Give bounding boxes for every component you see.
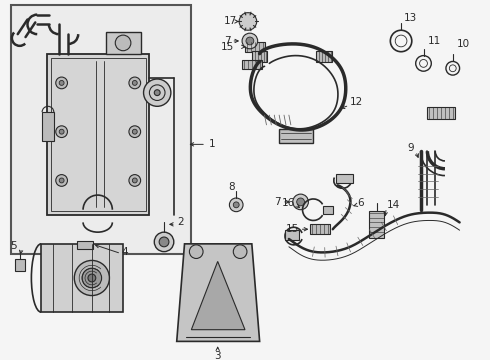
Text: 13: 13 (404, 13, 417, 23)
Circle shape (297, 198, 304, 206)
Text: 16: 16 (281, 198, 295, 208)
Text: 12: 12 (349, 98, 363, 107)
Text: 8: 8 (228, 182, 235, 192)
Polygon shape (177, 244, 260, 341)
Bar (369, 211, 385, 238)
Circle shape (154, 90, 160, 96)
Circle shape (129, 126, 141, 138)
Bar (427, 107, 455, 119)
Circle shape (59, 178, 64, 183)
Bar (316, 51, 332, 62)
Text: 7: 7 (224, 36, 230, 46)
Polygon shape (192, 261, 245, 330)
Bar (285, 230, 298, 240)
Bar (336, 174, 353, 183)
Circle shape (229, 198, 243, 212)
Circle shape (159, 237, 169, 247)
Bar (42, 112, 54, 141)
Text: 1: 1 (209, 139, 216, 149)
Bar (252, 51, 268, 62)
Bar (15, 260, 24, 271)
Circle shape (59, 129, 64, 134)
Text: 17: 17 (224, 17, 237, 26)
Bar (41, 244, 123, 312)
Circle shape (233, 245, 247, 258)
Circle shape (56, 126, 68, 138)
Circle shape (242, 33, 258, 49)
Circle shape (190, 245, 203, 258)
Bar (51, 58, 146, 211)
Circle shape (74, 260, 109, 296)
Text: 7: 7 (274, 197, 281, 207)
Text: 4: 4 (121, 247, 128, 257)
Circle shape (132, 129, 137, 134)
Circle shape (154, 232, 174, 252)
Bar (47, 54, 149, 215)
Circle shape (293, 194, 308, 210)
Circle shape (246, 37, 254, 45)
Circle shape (233, 202, 239, 208)
Circle shape (59, 81, 64, 85)
Text: 14: 14 (387, 200, 400, 210)
Circle shape (129, 77, 141, 89)
Text: 3: 3 (215, 351, 221, 360)
Circle shape (144, 79, 171, 106)
Circle shape (88, 274, 96, 282)
Bar (242, 59, 262, 69)
Text: 11: 11 (427, 36, 441, 46)
Bar (11, 5, 192, 253)
Bar (279, 129, 313, 143)
Bar (105, 32, 141, 54)
Circle shape (82, 268, 101, 288)
Bar (245, 42, 265, 52)
Circle shape (56, 175, 68, 186)
Text: 9: 9 (407, 143, 414, 153)
Text: 2: 2 (178, 217, 184, 228)
Text: 15: 15 (285, 224, 298, 234)
Circle shape (56, 77, 68, 89)
Bar (323, 206, 333, 213)
Text: 15: 15 (221, 42, 234, 52)
Circle shape (132, 81, 137, 85)
Circle shape (132, 178, 137, 183)
Circle shape (129, 175, 141, 186)
Text: 5: 5 (10, 241, 17, 251)
Text: 10: 10 (457, 39, 470, 49)
Circle shape (239, 13, 257, 30)
Bar (310, 224, 330, 234)
Text: 6: 6 (357, 198, 364, 208)
Bar (77, 241, 93, 249)
Circle shape (115, 35, 131, 51)
